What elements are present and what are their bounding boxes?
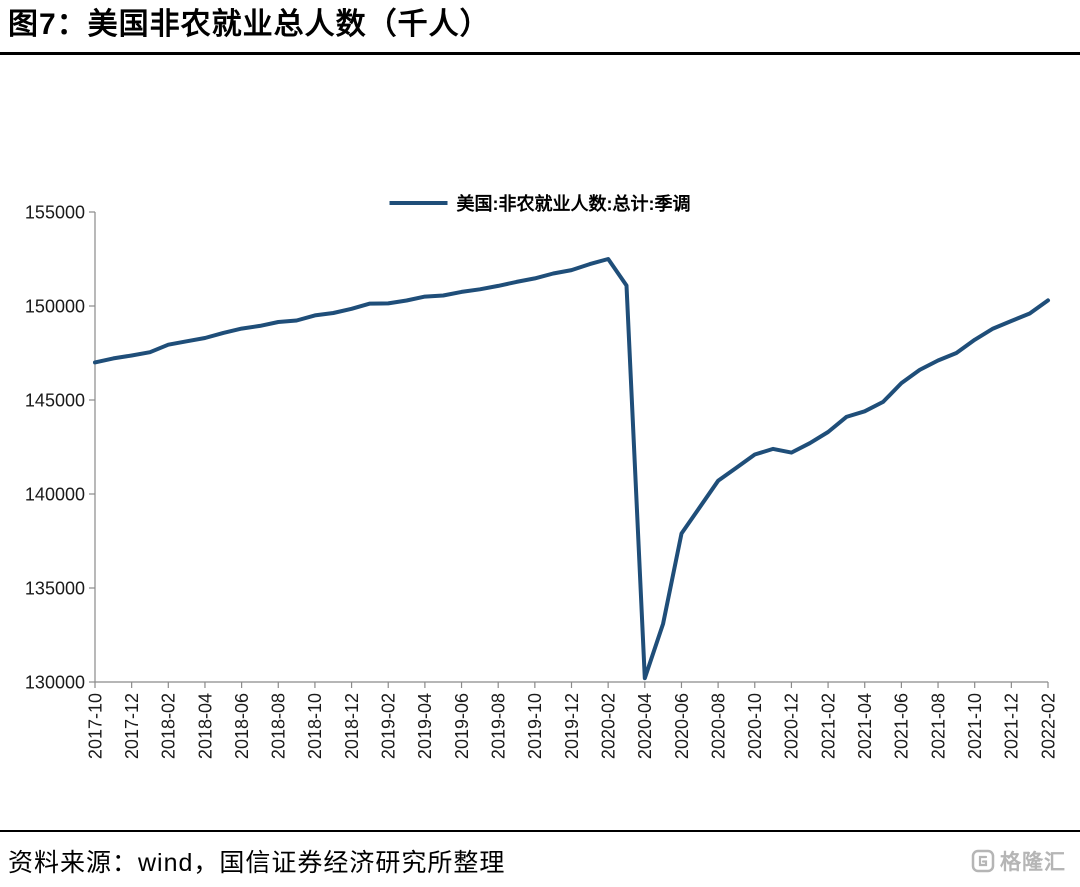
line-chart: 130000 135000 140000 145000 150000 155000 2017…: [25, 202, 1058, 759]
y-tick-label: 145000: [25, 390, 85, 410]
x-tick-label: 2019-10: [525, 693, 545, 759]
x-tick-label: 2019-02: [379, 693, 399, 759]
figure-header: 图7：美国非农就业总人数（千人）: [0, 0, 1080, 55]
x-tick-label: 2018-04: [195, 693, 215, 759]
x-tick-label: 2020-06: [672, 693, 692, 759]
x-tick-label: 2020-10: [745, 693, 765, 759]
x-tick-label: 2020-02: [598, 693, 618, 759]
x-tick-label: 2021-12: [1002, 693, 1022, 759]
x-tick-label: 2018-08: [269, 693, 289, 759]
chart-legend: 美国:非农就业人数:总计:季调: [389, 190, 691, 216]
legend-line-sample-icon: [389, 201, 448, 205]
x-tick-label: 2018-10: [305, 693, 325, 759]
x-tick-label: 2017-12: [122, 693, 142, 759]
chart-area: 美国:非农就业人数:总计:季调 130000 135000 140000 145000…: [0, 150, 1080, 800]
x-tick-label: 2021-04: [855, 693, 875, 759]
x-tick-label: 2017-10: [85, 693, 105, 759]
x-tick-label: 2021-08: [928, 693, 948, 759]
x-tick-label: 2019-08: [488, 693, 508, 759]
legend-label: 美国:非农就业人数:总计:季调: [456, 194, 691, 214]
gelonghui-logo-icon: [971, 849, 995, 873]
x-tick-label: 2018-02: [159, 693, 179, 759]
x-tick-label: 2019-04: [415, 693, 435, 759]
x-tick-label: 2018-06: [232, 693, 252, 759]
x-tick-label: 2021-06: [892, 693, 912, 759]
x-tick-label: 2020-08: [708, 693, 728, 759]
gelonghui-watermark: 格隆汇: [971, 846, 1066, 876]
x-tick-label: 2022-02: [1038, 693, 1058, 759]
watermark-text: 格隆汇: [1000, 851, 1066, 874]
x-tick-label: 2018-12: [342, 693, 362, 759]
y-tick-label: 135000: [25, 578, 85, 598]
employment-series-line: [93, 257, 1050, 681]
x-tick-label: 2021-02: [818, 693, 838, 759]
y-tick-label: 140000: [25, 484, 85, 504]
figure-footer: 资料来源：wind，国信证券经济研究所整理 格隆汇: [0, 830, 1080, 887]
x-tick-label: 2021-10: [965, 693, 985, 759]
y-tick-label: 155000: [25, 202, 85, 222]
y-tick-label: 150000: [25, 296, 85, 316]
source-note: 资料来源：wind，国信证券经济研究所整理: [8, 849, 506, 877]
x-tick-label: 2020-04: [635, 693, 655, 759]
x-tick-label: 2019-12: [562, 693, 582, 759]
x-tick-label: 2019-06: [452, 693, 472, 759]
figure-title: 图7：美国非农就业总人数（千人）: [8, 8, 491, 41]
x-tick-label: 2020-12: [782, 693, 802, 759]
y-tick-label: 130000: [25, 672, 85, 692]
